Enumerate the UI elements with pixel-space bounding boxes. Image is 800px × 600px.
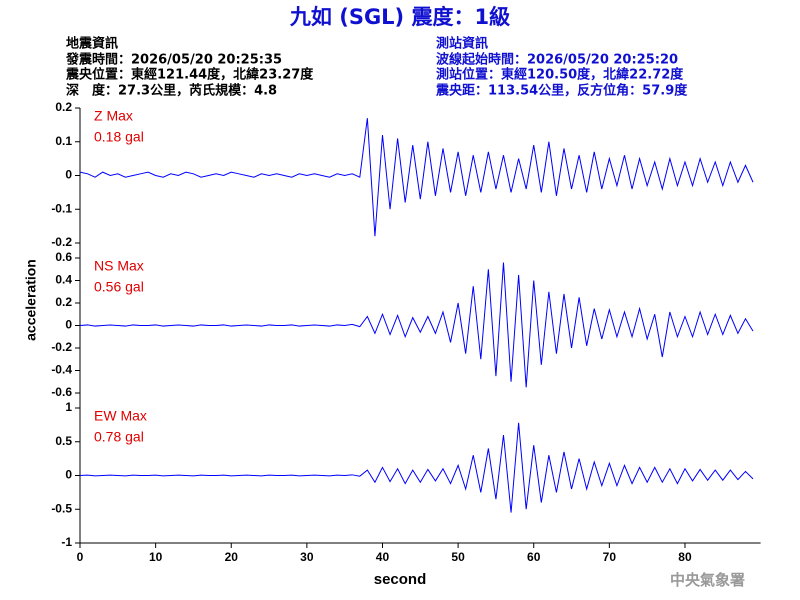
info-right: 測站位置：東經120.50度，北緯22.72度 [436, 67, 684, 83]
y-tick-label: 0.1 [55, 134, 72, 148]
y-tick-label: -0.4 [51, 363, 72, 377]
x-tick-label: 30 [300, 550, 314, 564]
y-tick-label: 0 [65, 318, 72, 332]
max-label: 0.78 gal [94, 429, 144, 445]
title: 九如 (SGL) 震度：1級 [289, 5, 510, 29]
y-tick-label: 0.4 [55, 273, 72, 287]
y-tick-label: 1 [65, 400, 72, 414]
x-tick-label: 50 [451, 550, 465, 564]
x-axis-label: second [374, 571, 427, 588]
y-tick-label: -1 [61, 535, 72, 549]
y-tick-label: -0.6 [51, 385, 72, 399]
trace [79, 422, 754, 513]
x-tick-label: 20 [225, 550, 239, 564]
info-right: 震央距：113.54公里，反方位角：57.9度 [435, 83, 688, 99]
info-left: 震央位置：東經121.44度，北緯23.27度 [65, 67, 314, 83]
y-tick-label: -0.5 [51, 501, 72, 515]
max-label: 0.18 gal [94, 129, 144, 145]
info-left: 地震資訊 [66, 36, 118, 52]
trace [79, 262, 754, 388]
max-label: 0.56 gal [94, 279, 144, 295]
info-left: 發震時間：2026/05/20 20:25:35 [65, 52, 282, 68]
y-tick-label: 0 [65, 468, 72, 482]
info-right: 波線起始時間：2026/05/20 20:25:20 [436, 52, 678, 68]
y-tick-label: 0.2 [55, 100, 72, 114]
x-tick-label: 40 [376, 550, 390, 564]
y-tick-label: -0.2 [51, 235, 72, 249]
x-tick-label: 80 [678, 550, 692, 564]
footer: 中央氣象署 [670, 571, 745, 589]
y-tick-label: 0.6 [55, 250, 72, 264]
x-tick-label: 10 [149, 550, 163, 564]
x-tick-label: 0 [77, 550, 84, 564]
x-tick-label: 60 [527, 550, 541, 564]
annotation: EW Max [94, 408, 147, 424]
y-tick-label: -0.1 [51, 201, 72, 215]
y-tick-label: 0.2 [55, 295, 72, 309]
y-tick-label: 0.5 [55, 434, 72, 448]
y-tick-label: 0 [65, 168, 72, 182]
trace [79, 118, 754, 237]
y-tick-label: -0.2 [51, 340, 72, 354]
info-left: 深 度：27.3公里，芮氏規模：4.8 [66, 83, 277, 99]
x-tick-label: 70 [603, 550, 617, 564]
info-right: 測站資訊 [436, 36, 488, 52]
annotation: NS Max [94, 258, 144, 274]
annotation: Z Max [94, 108, 133, 124]
y-axis-label: acceleration [23, 259, 39, 341]
